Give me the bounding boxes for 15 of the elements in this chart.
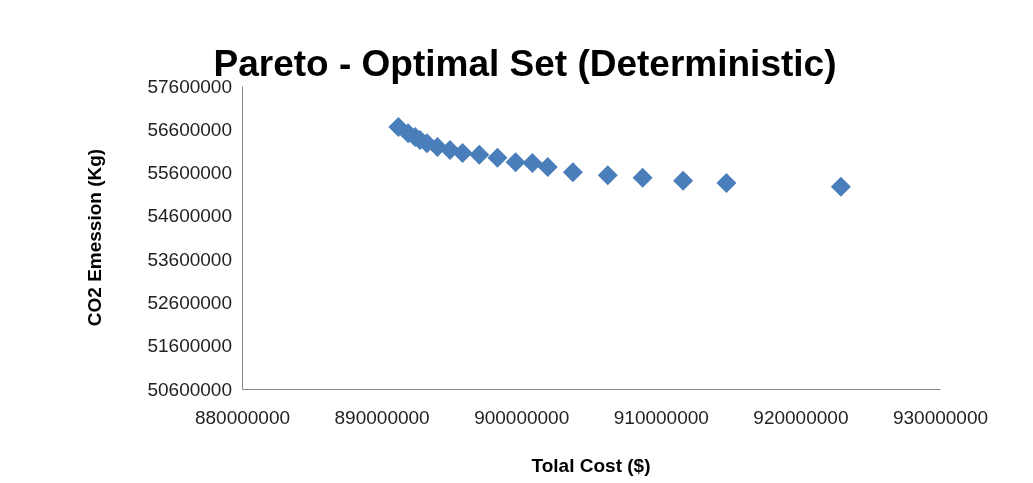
y-axis-title: CO2 Emession (Kg)	[84, 148, 105, 327]
x-tick-label: 880000000	[194, 407, 291, 429]
y-tick-label: 51600000	[147, 335, 232, 357]
x-tick-label: 900000000	[474, 407, 570, 429]
x-tick-label: 890000000	[334, 407, 430, 429]
y-tick-label: 52600000	[147, 292, 232, 314]
y-tick-label: 54600000	[147, 205, 232, 227]
x-tick-label: 930000000	[892, 407, 989, 429]
x-tick-label: 920000000	[753, 407, 849, 429]
y-tick-label: 50600000	[147, 378, 232, 400]
x-tick-label: 910000000	[613, 407, 709, 429]
y-tick-label: 56600000	[147, 118, 232, 140]
x-axis-title: Tolal Cost ($)	[531, 455, 651, 476]
y-tick-label: 53600000	[147, 248, 232, 270]
y-tick-label: 55600000	[147, 162, 232, 184]
